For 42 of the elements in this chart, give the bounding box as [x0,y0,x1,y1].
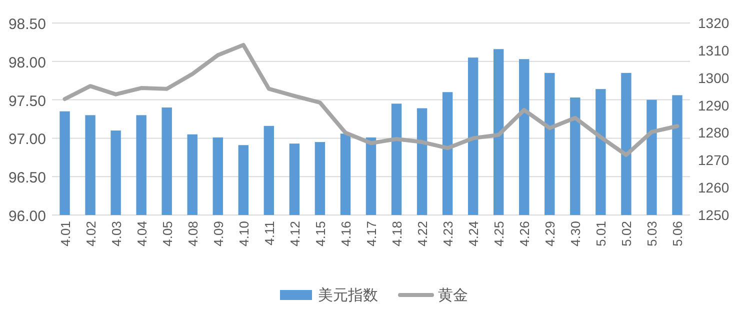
y-tick-label: 96.50 [8,170,46,187]
x-tick-label: 4.18 [390,221,405,246]
x-tick-label: 4.05 [160,221,175,246]
x-tick-label: 4.29 [542,221,558,246]
legend-label: 美元指数 [318,287,378,304]
y2-tick-label: 1310 [698,42,730,58]
x-tick-label: 4.02 [83,221,98,246]
y2-tick-label: 1270 [698,152,730,168]
x-tick-label: 5.03 [644,221,660,246]
x-tick-label: 4.11 [262,221,277,246]
y2-tick-label: 1250 [698,207,730,223]
x-tick-label: 4.12 [287,221,302,246]
x-tick-label: 5.06 [670,221,686,246]
x-tick-label: 4.16 [338,221,354,246]
y2-tick-label: 1300 [698,70,730,86]
x-tick-label: 4.17 [364,221,379,246]
y-tick-label: 96.00 [8,208,46,225]
x-tick-label: 4.03 [108,221,124,246]
x-tick-label: 4.24 [466,221,482,246]
y-tick-label: 98.50 [8,16,46,33]
x-tick-label: 4.08 [185,221,200,246]
y-tick-label: 98.00 [8,54,46,72]
y2-tick-label: 1290 [698,97,730,114]
x-tick-label: 4.04 [134,221,150,246]
x-tick-label: 5.02 [619,221,634,246]
x-tick-label: 5.01 [594,221,609,246]
y2-tick-label: 1320 [698,15,730,31]
x-tick-label: 4.10 [236,221,252,246]
y2-tick-label: 1280 [698,124,730,141]
x-tick-label: 4.15 [312,221,328,246]
x-tick-label: 4.23 [440,221,456,246]
y-tick-label: 97.50 [8,92,46,110]
x-tick-label: 4.01 [58,221,73,246]
x-tick-label: 4.26 [517,221,532,246]
x-tick-label: 4.30 [568,221,584,246]
x-tick-label: 4.09 [210,221,226,246]
y2-tick-label: 1260 [698,180,730,196]
line-series [62,42,680,157]
legend-label: 黄金 [438,287,468,304]
y-tick-label: 97.00 [8,131,46,148]
x-tick-label: 4.22 [415,221,430,246]
x-tick-label: 4.25 [492,221,507,246]
